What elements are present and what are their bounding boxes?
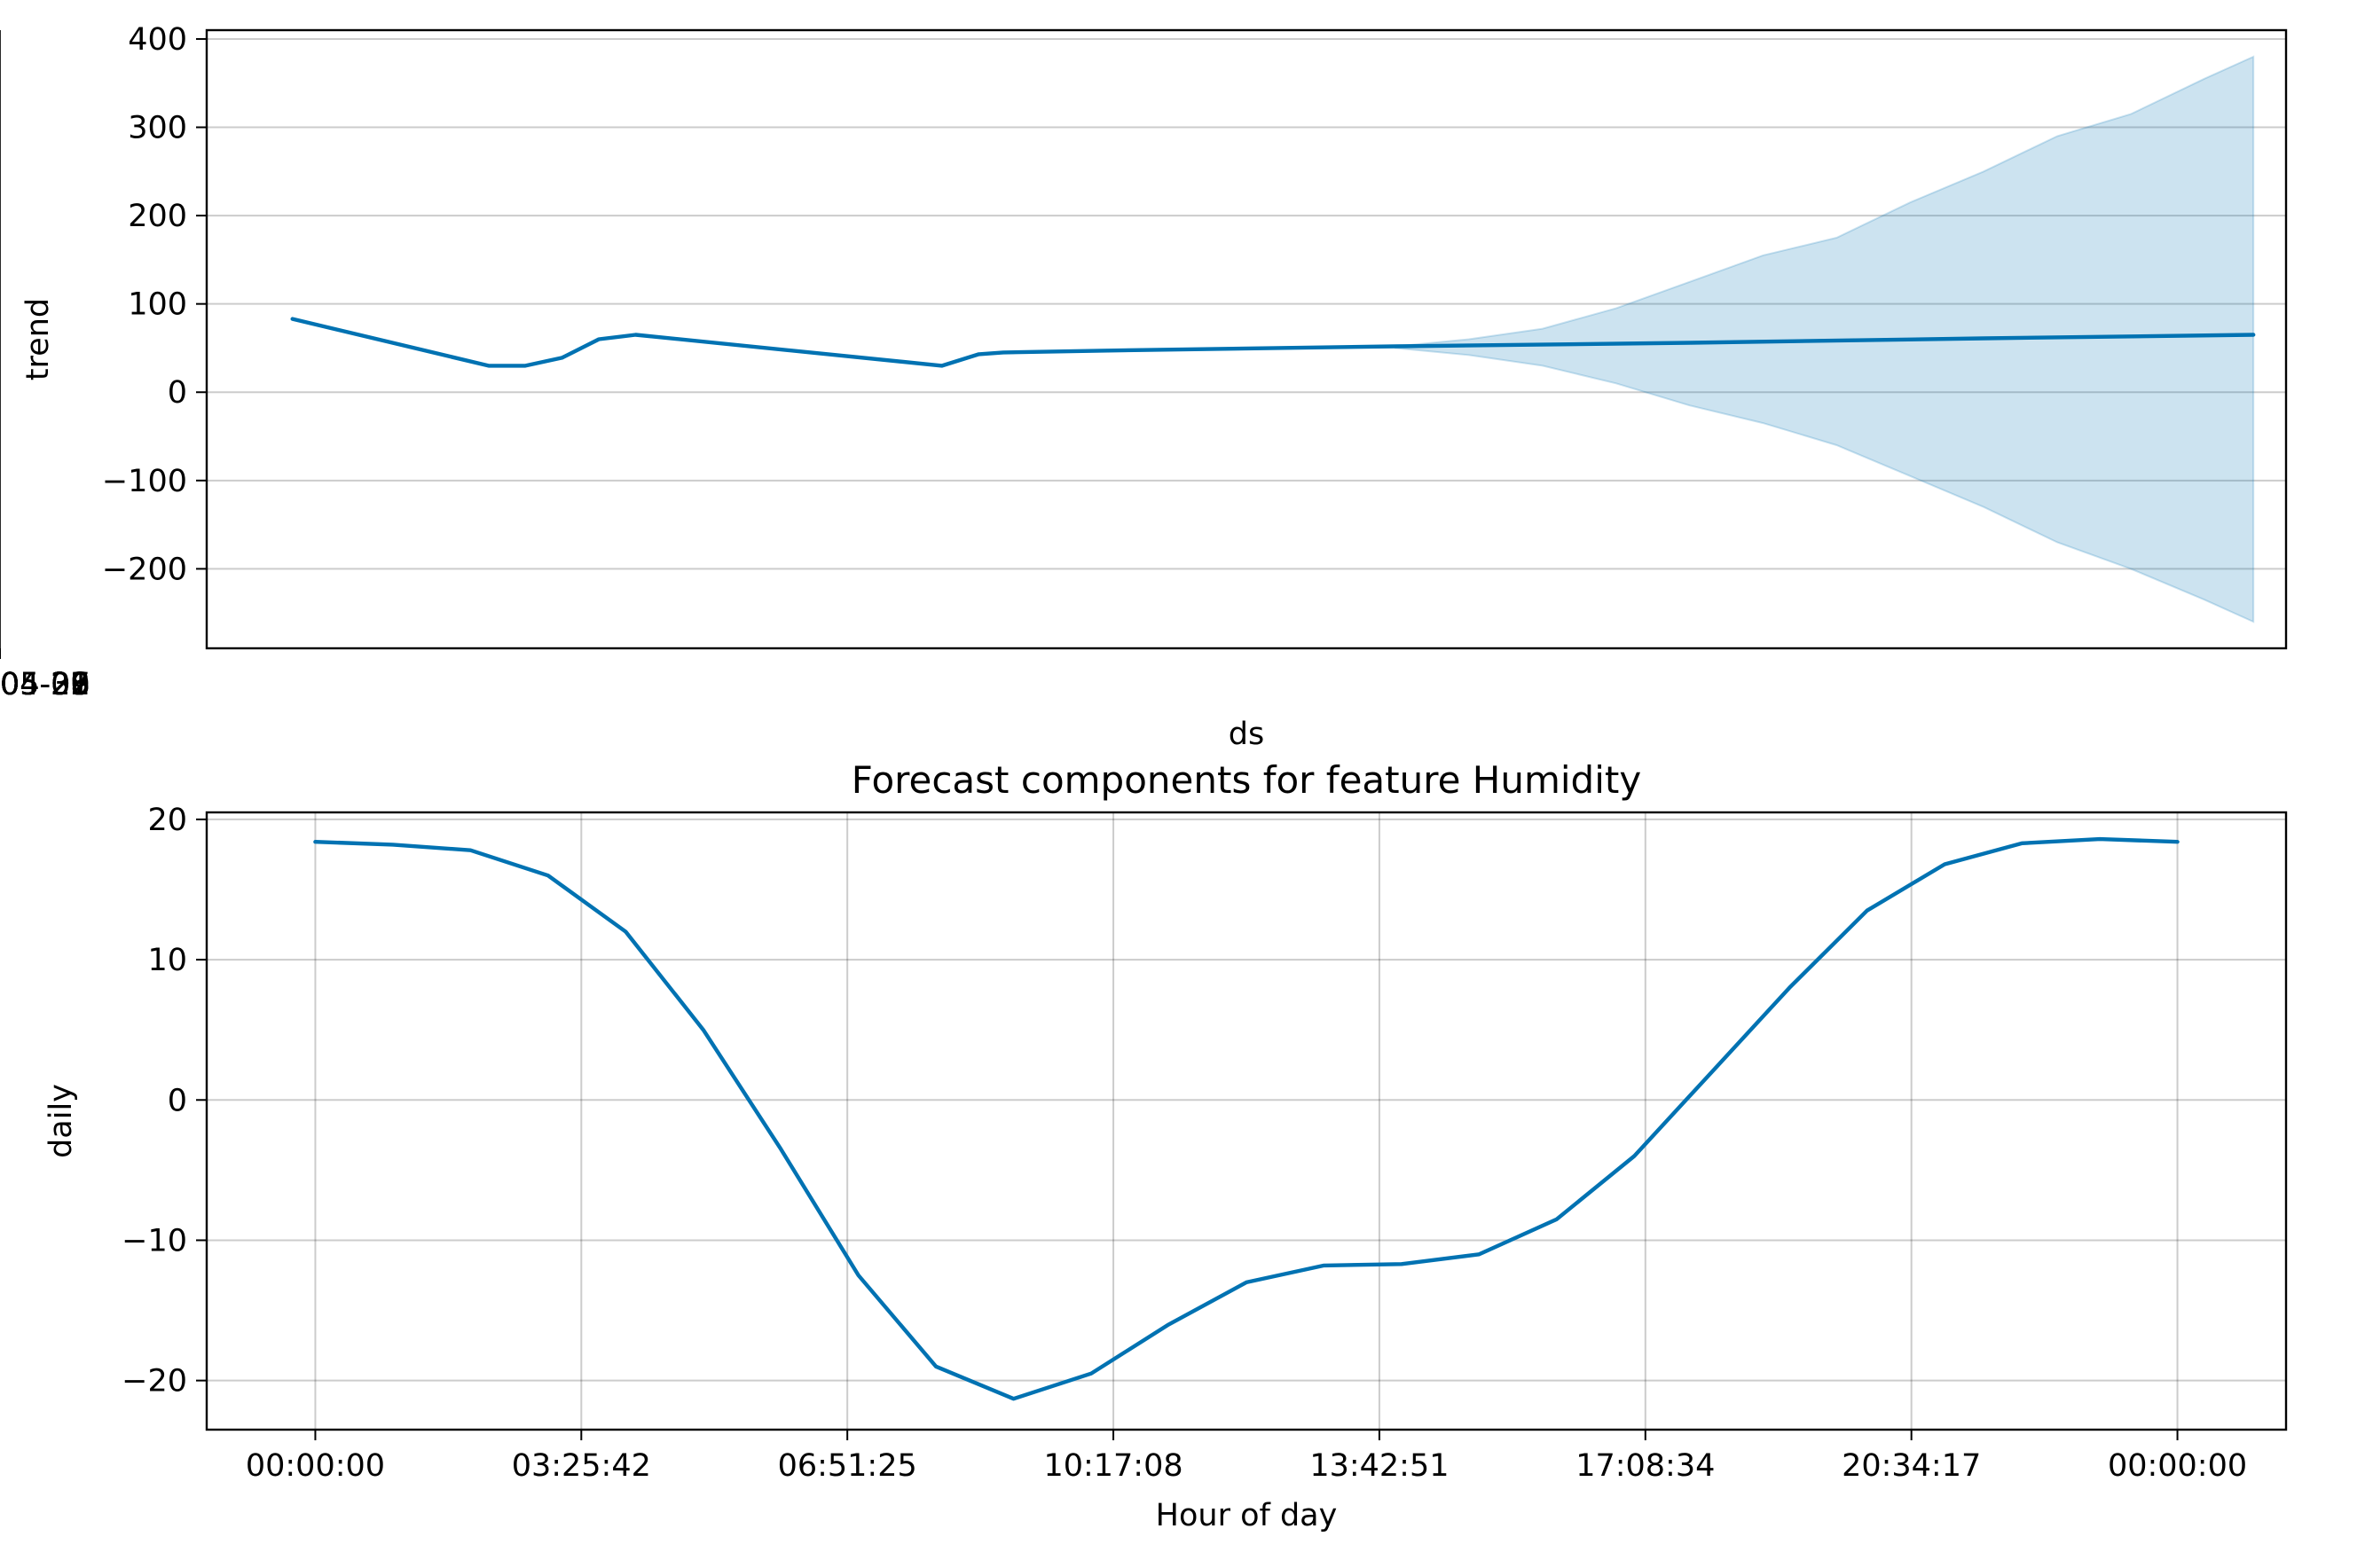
trend-marks bbox=[290, 55, 2256, 623]
trend-axes-frame bbox=[205, 28, 2288, 650]
trend-y-axis-label: trend bbox=[20, 298, 56, 380]
daily-marks bbox=[313, 836, 2180, 1401]
daily-seasonality-line bbox=[313, 836, 2180, 1401]
x-tick-label: 2025-04-30 bbox=[0, 667, 90, 702]
y-tick-label: 200 bbox=[128, 199, 187, 234]
y-tick-label: 300 bbox=[128, 111, 187, 146]
daily-tick-marks bbox=[196, 818, 2179, 1440]
daily-x-tick-labels: 00:00:00 03:25:42 06:51:25 10:17:08 13:42:51… bbox=[246, 1448, 2247, 1484]
daily-gridlines bbox=[207, 812, 2286, 1430]
trend-x-tick-labels: 2025-04-262025-04-272025-04-282025-04-29… bbox=[0, 667, 90, 702]
daily-y-axis-label: daily bbox=[43, 1084, 79, 1158]
x-tick-label: 00:00:00 bbox=[2108, 1448, 2247, 1484]
trend-panel: 2025-04-262025-04-272025-04-282025-04-29… bbox=[0, 22, 2288, 752]
x-tick-label: 06:51:25 bbox=[778, 1448, 917, 1484]
daily-panel: 00:00:00 03:25:42 06:51:25 10:17:08 13:42:51… bbox=[43, 758, 2288, 1533]
x-tick-label: 00:00:00 bbox=[246, 1448, 385, 1484]
y-tick-label: 20 bbox=[147, 803, 187, 838]
x-tick-label: 2025-04-26 bbox=[0, 667, 90, 702]
y-tick-label: 0 bbox=[168, 375, 187, 411]
y-tick-label: 100 bbox=[128, 287, 187, 323]
x-tick-label: 10:17:08 bbox=[1043, 1448, 1182, 1484]
y-tick-label: −10 bbox=[122, 1223, 187, 1258]
trend-y-tick-labels: −200 −100 0 100 200 300 400 bbox=[102, 22, 187, 587]
daily-axes-frame bbox=[205, 811, 2288, 1431]
daily-x-axis-label: Hour of day bbox=[1156, 1498, 1338, 1533]
x-tick-label: 2025-04-29 bbox=[0, 667, 90, 702]
y-tick-label: −100 bbox=[102, 464, 187, 499]
trend-x-axis-label: ds bbox=[1229, 717, 1264, 752]
y-tick-label: −20 bbox=[122, 1364, 187, 1399]
y-tick-label: 0 bbox=[168, 1083, 187, 1118]
x-tick-label: 17:08:34 bbox=[1575, 1448, 1715, 1484]
y-tick-label: 10 bbox=[147, 943, 187, 978]
trend-gridlines bbox=[0, 30, 2286, 648]
x-tick-label: 20:34:17 bbox=[1842, 1448, 1981, 1484]
y-tick-label: 400 bbox=[128, 22, 187, 58]
x-tick-label: 03:25:42 bbox=[512, 1448, 651, 1484]
daily-y-tick-labels: −20 −10 0 10 20 bbox=[122, 803, 187, 1399]
trend-tick-marks bbox=[0, 37, 207, 659]
x-tick-label: 2025-05-03 bbox=[0, 667, 90, 702]
x-tick-label: 2025-04-27 bbox=[0, 667, 90, 702]
x-tick-label: 2025-04-28 bbox=[0, 667, 90, 702]
daily-chart-title: Forecast components for feature Humidity bbox=[852, 758, 1641, 802]
x-tick-label: 2025-05-01 bbox=[0, 667, 90, 702]
trend-line bbox=[290, 317, 2256, 368]
x-tick-label: 13:42:51 bbox=[1309, 1448, 1449, 1484]
y-tick-label: −200 bbox=[102, 552, 187, 587]
x-tick-label: 2025-05-02 bbox=[0, 667, 90, 702]
